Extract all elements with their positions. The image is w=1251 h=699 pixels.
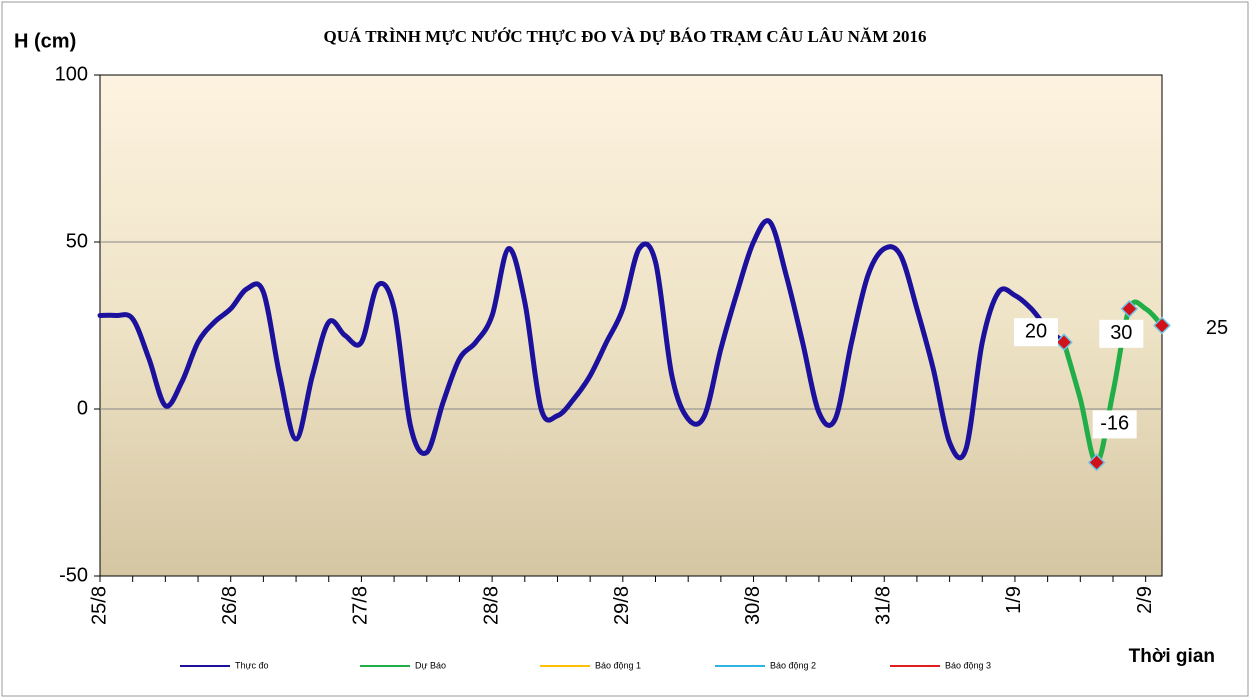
label-box — [1013, 318, 1058, 347]
x-axis-label: Thời gian — [1129, 646, 1215, 667]
data-label: 25 — [1206, 317, 1228, 339]
y-tick-label: 0 — [77, 397, 88, 419]
legend-label: Thực đo — [235, 660, 269, 670]
x-tick-label: 30/8 — [742, 586, 764, 625]
label-box — [1092, 410, 1137, 439]
marker — [1120, 299, 1139, 318]
marker — [1055, 333, 1073, 352]
legend-label: Báo động 3 — [945, 660, 991, 670]
y-tick-label: 50 — [66, 230, 88, 252]
x-tick-label: 25/8 — [88, 586, 110, 625]
x-tick-label: 27/8 — [350, 586, 372, 625]
x-tick-label: 2/9 — [1134, 586, 1156, 614]
x-tick-label: 29/8 — [611, 586, 633, 625]
data-label: 30 — [1110, 322, 1132, 344]
series-line — [97, 218, 1067, 461]
label-box — [1099, 319, 1144, 348]
x-tick-label: 26/8 — [219, 586, 241, 625]
data-label: 20 — [1025, 320, 1047, 342]
y-tick-label: -50 — [59, 564, 88, 586]
legend-label: Báo động 2 — [770, 660, 816, 670]
x-tick-label: 28/8 — [480, 586, 502, 625]
x-tick-label: 1/9 — [1003, 586, 1025, 614]
data-label: -16 — [1100, 413, 1129, 435]
legend-label: Dự Báo — [415, 660, 446, 670]
plot-area — [99, 74, 1163, 577]
legend-label: Báo động 1 — [595, 660, 641, 670]
x-tick-label: 31/8 — [873, 586, 895, 625]
label-box — [1195, 314, 1239, 343]
marker — [1087, 453, 1106, 472]
chart-title: QUÁ TRÌNH MỰC NƯỚC THỰC ĐO VÀ DỰ BÁO TRẠ… — [323, 27, 926, 46]
marker — [1153, 316, 1171, 335]
y-axis-label: H (cm) — [14, 30, 76, 52]
y-tick-label: 100 — [55, 63, 88, 85]
series-line — [1061, 299, 1165, 465]
